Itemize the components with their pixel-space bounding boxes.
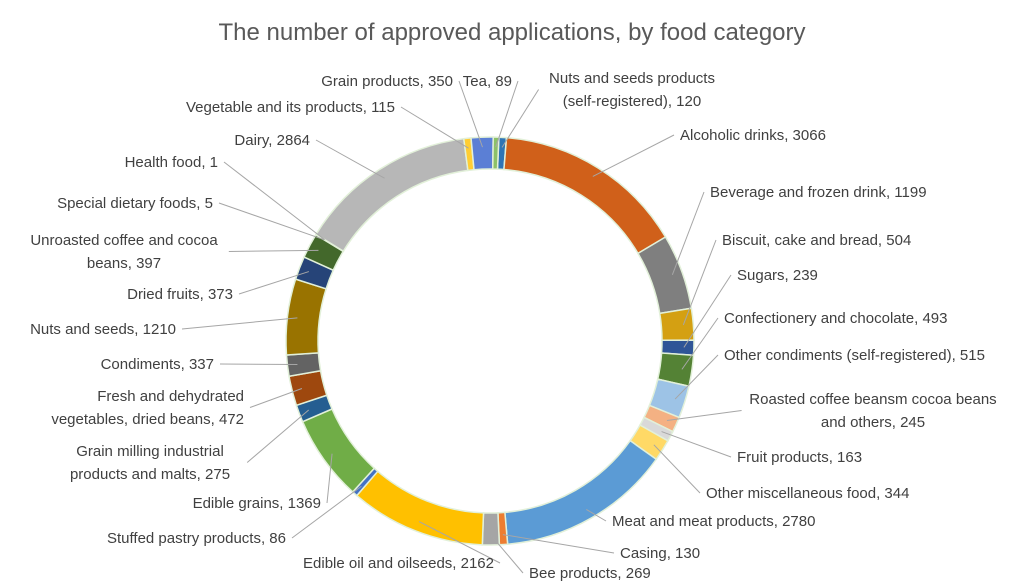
leader-line-nuts-and-seeds	[181, 317, 298, 330]
slices-layer	[285, 136, 695, 546]
leader-line-unroasted-coffee-and-cocoa-beans	[228, 249, 319, 252]
leader-line-biscuit-cake-and-bread	[682, 239, 717, 326]
data-label-unroasted-coffee-and-cocoa-beans: Unroasted coffee and cocoa beans, 397	[30, 232, 218, 272]
leader-line-grain-products	[458, 80, 483, 148]
leader-line-vegetable-and-its-products	[400, 106, 469, 149]
leader-line-other-condiments-self-registered	[674, 354, 719, 400]
slice-edible-oil-and-oilseeds	[355, 470, 485, 546]
leader-line-other-miscellaneous-food	[653, 444, 701, 494]
data-label-fresh-and-dehydrated-vegetables-dried-beans: Fresh and dehydrated vegetables, dried be…	[51, 388, 244, 428]
leader-line-stuffed-pastry-products	[291, 485, 362, 539]
leader-line-edible-grains	[326, 453, 333, 504]
slice-grain-products	[470, 136, 495, 171]
data-label-biscuit-cake-and-bread: Biscuit, cake and bread, 504	[722, 232, 911, 249]
data-label-edible-grains: Edible grains, 1369	[193, 495, 321, 512]
data-label-grain-products: Grain products, 350	[321, 73, 453, 90]
data-label-dairy: Dairy, 2864	[234, 132, 310, 149]
leader-line-nuts-and-seeds-products-self-registered	[501, 89, 540, 148]
slice-edible-grains	[301, 408, 376, 493]
leader-line-bee-products	[490, 534, 524, 574]
data-label-confectionery-and-chocolate: Confectionery and chocolate, 493	[724, 310, 947, 327]
data-label-meat-and-meat-products: Meat and meat products, 2780	[612, 513, 815, 530]
data-label-edible-oil-and-oilseeds: Edible oil and oilseeds, 2162	[303, 555, 494, 572]
chart-title: The number of approved applications, by …	[218, 19, 805, 46]
leader-line-meat-and-meat-products	[586, 508, 607, 522]
data-label-roasted-coffee-beansm-cocoa-beans-and-others: Roasted coffee beansm cocoa beans and oth…	[749, 391, 996, 431]
leader-line-tea	[495, 80, 519, 148]
data-labels-layer: Nuts and seeds products (self-registered)…	[30, 70, 997, 582]
data-label-stuffed-pastry-products: Stuffed pastry products, 86	[107, 530, 286, 547]
leader-line-beverage-and-frozen-drink	[671, 191, 705, 276]
leader-line-health-food	[223, 161, 325, 241]
leader-line-special-dietary-foods	[218, 202, 325, 241]
data-label-fruit-products: Fruit products, 163	[737, 449, 862, 466]
leader-line-confectionery-and-chocolate	[681, 317, 719, 370]
data-label-vegetable-and-its-products: Vegetable and its products, 115	[186, 99, 395, 116]
data-label-nuts-and-seeds: Nuts and seeds, 1210	[30, 321, 176, 338]
data-label-sugars: Sugars, 239	[737, 267, 818, 284]
data-label-grain-milling-industrial-products-and-malts: Grain milling industrial products and mal…	[70, 443, 230, 483]
leader-line-dairy	[315, 139, 385, 179]
data-label-special-dietary-foods: Special dietary foods, 5	[57, 195, 213, 212]
slice-beverage-and-frozen-drink	[636, 236, 693, 315]
data-label-other-condiments-self-registered: Other condiments (self-registered), 515	[724, 347, 985, 364]
data-label-nuts-and-seeds-products-self-registered: Nuts and seeds products (self-registered)…	[549, 70, 715, 110]
slice-bee-products	[481, 512, 501, 546]
leader-line-casing	[502, 534, 615, 554]
leader-lines-layer	[181, 80, 742, 574]
leader-line-dried-fruits	[238, 271, 310, 295]
data-label-condiments: Condiments, 337	[101, 356, 214, 373]
leader-line-grain-milling-industrial-products-and-malts	[246, 409, 310, 463]
data-label-dried-fruits: Dried fruits, 373	[127, 286, 233, 303]
data-label-casing: Casing, 130	[620, 545, 700, 562]
leader-line-alcoholic-drinks	[592, 134, 675, 177]
data-label-bee-products: Bee products, 269	[529, 565, 651, 582]
data-label-health-food: Health food, 1	[125, 154, 218, 171]
leader-line-edible-oil-and-oilseeds	[418, 521, 501, 564]
slice-biscuit-cake-and-bread	[658, 307, 695, 342]
data-label-beverage-and-frozen-drink: Beverage and frozen drink, 1199	[710, 184, 927, 201]
data-label-other-miscellaneous-food: Other miscellaneous food, 344	[706, 485, 909, 502]
leader-line-fresh-and-dehydrated-vegetables-dried-beans	[249, 388, 303, 408]
data-label-alcoholic-drinks: Alcoholic drinks, 3066	[680, 127, 826, 144]
slice-alcoholic-drinks	[503, 136, 667, 255]
slice-tea	[491, 136, 500, 170]
slice-nuts-and-seeds	[285, 278, 328, 356]
data-label-tea: Tea, 89	[463, 73, 512, 90]
leader-line-sugars	[683, 274, 732, 348]
slice-dairy	[315, 137, 469, 253]
leader-line-roasted-coffee-beansm-cocoa-beans-and-others	[666, 410, 742, 421]
leader-line-fruit-products	[661, 431, 732, 458]
